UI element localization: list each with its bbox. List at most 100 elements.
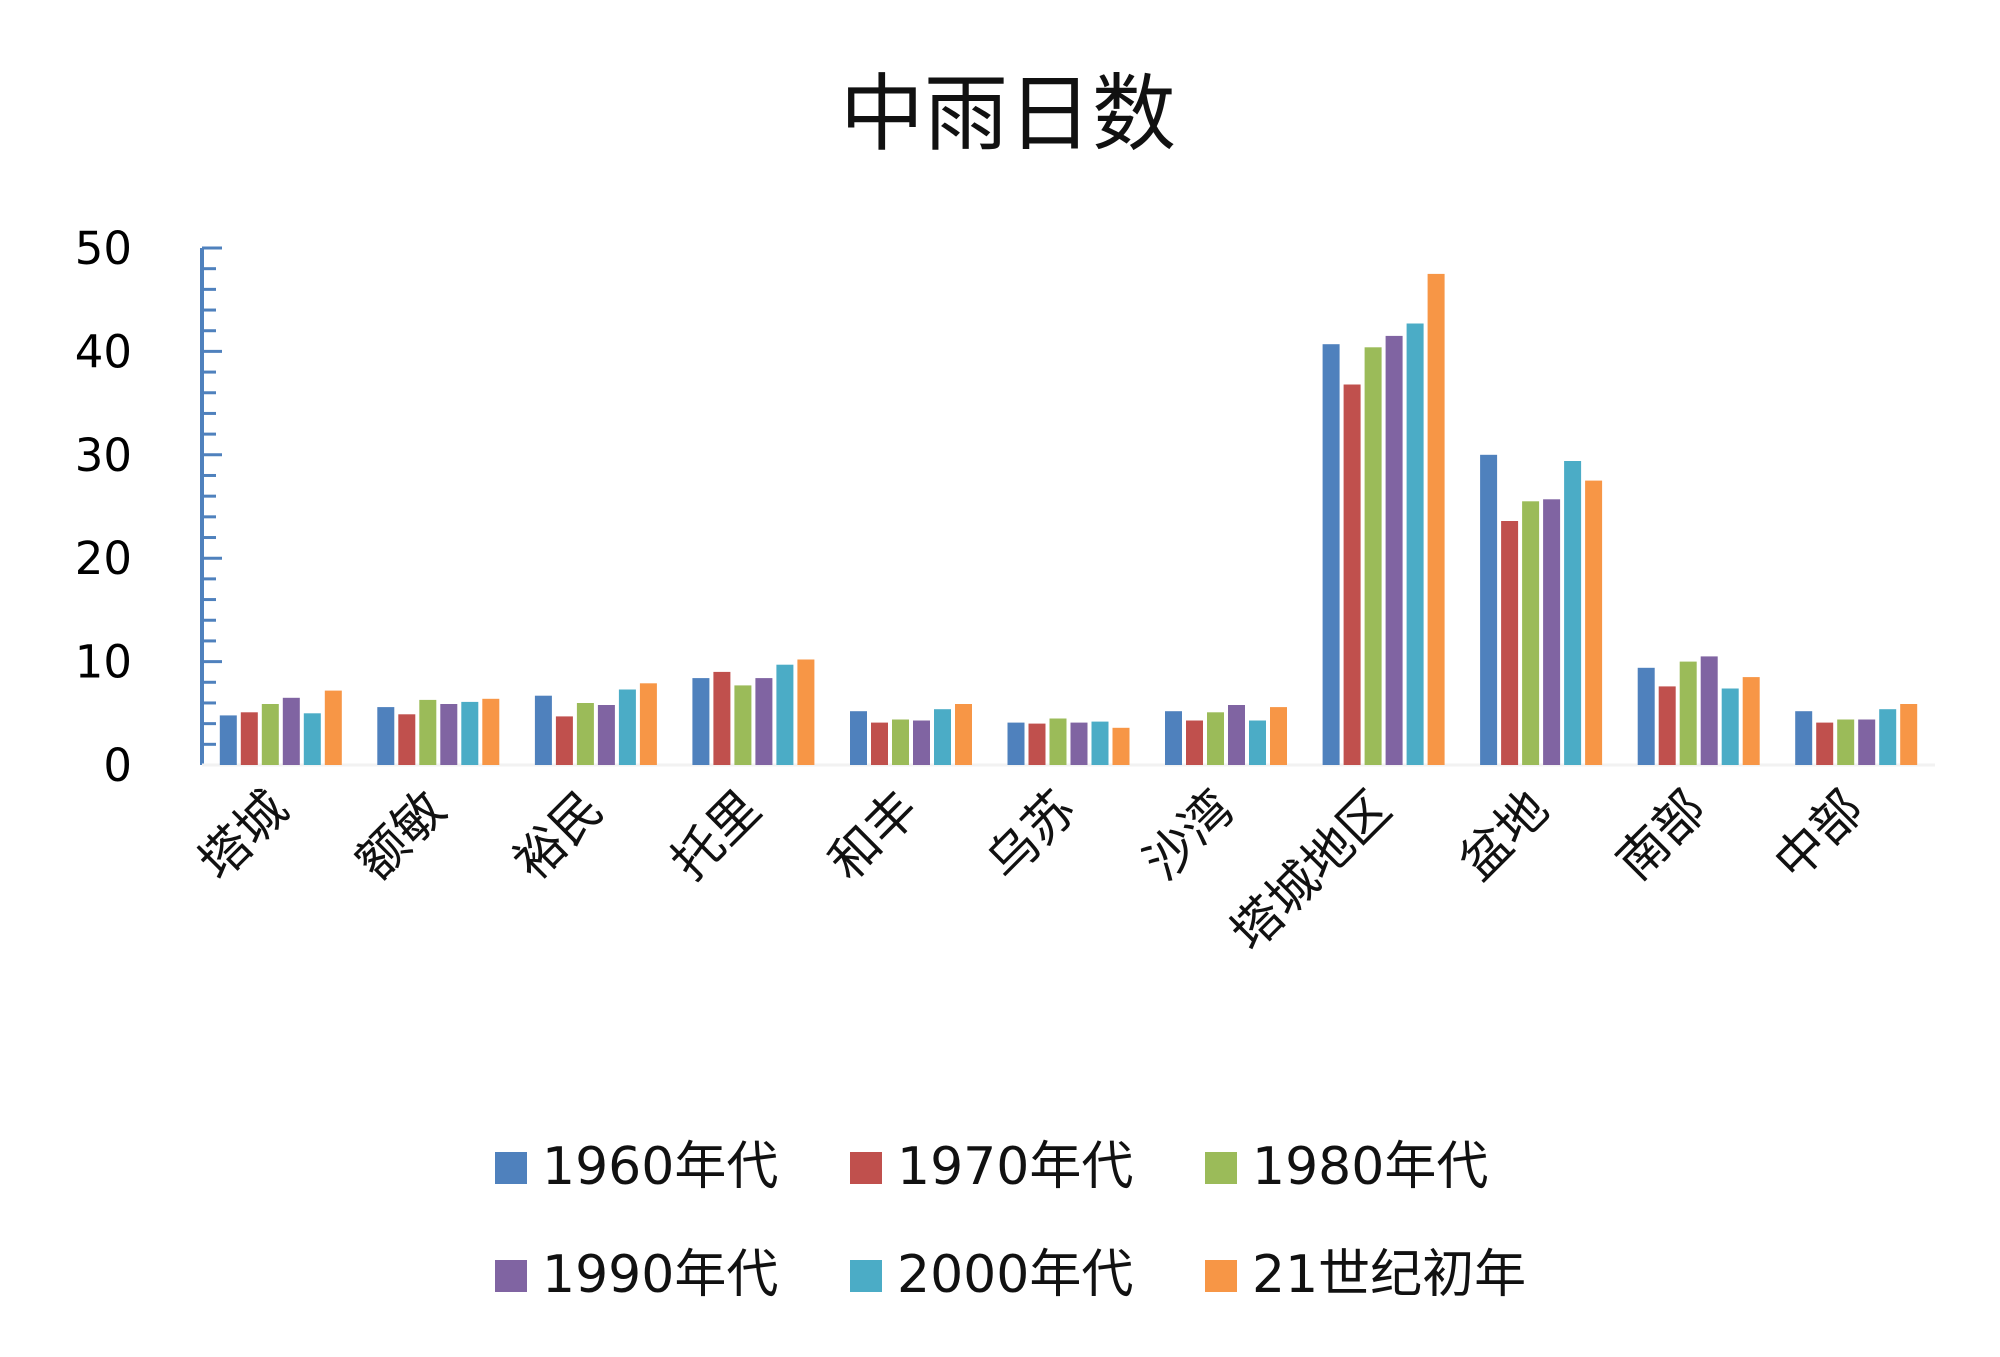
bar — [555, 716, 573, 765]
bar — [398, 714, 416, 765]
legend-item: 1960年代 — [495, 1137, 778, 1197]
bar — [1543, 499, 1561, 765]
bar — [1501, 521, 1519, 765]
legend-item: 2000年代 — [850, 1245, 1133, 1305]
bar — [1679, 661, 1697, 765]
bar — [913, 720, 930, 765]
legend-item: 1980年代 — [1205, 1137, 1488, 1197]
bar — [440, 704, 458, 765]
bar — [1091, 721, 1109, 765]
x-tick-label: 中部 — [1763, 779, 1875, 891]
bar — [1385, 335, 1403, 765]
bar — [419, 699, 437, 765]
legend-label: 1980年代 — [1252, 1137, 1488, 1197]
legend: 1960年代 1970年代 1980年代 1990年代 2000年代 21世纪初年 — [495, 1137, 1526, 1305]
bar — [776, 664, 794, 765]
bar — [1406, 323, 1424, 765]
legend-swatch — [850, 1260, 882, 1292]
x-tick-label: 额敏 — [345, 779, 457, 891]
bar — [755, 678, 773, 765]
bar — [734, 685, 752, 765]
legend-swatch — [1205, 1152, 1237, 1184]
bar — [324, 690, 342, 765]
bar — [1700, 656, 1718, 765]
bar — [1165, 711, 1182, 765]
bar — [1900, 704, 1918, 765]
bar — [1795, 711, 1813, 765]
bar — [576, 703, 594, 765]
x-tick-label: 沙湾 — [1133, 779, 1245, 891]
legend-label: 1990年代 — [542, 1245, 778, 1305]
legend-label: 2000年代 — [897, 1245, 1133, 1305]
y-tick-label: 10 — [75, 636, 132, 689]
bar — [850, 711, 867, 765]
bar — [1658, 686, 1676, 765]
bar — [1564, 461, 1582, 765]
bar — [1270, 707, 1287, 765]
bar — [1112, 727, 1130, 765]
bar — [618, 689, 636, 765]
legend-swatch — [1205, 1260, 1237, 1292]
bar — [261, 704, 279, 765]
bar — [482, 698, 500, 765]
bar — [1721, 688, 1739, 765]
bar — [1228, 705, 1245, 765]
legend-item: 1970年代 — [850, 1137, 1133, 1197]
bar — [1742, 677, 1760, 765]
legend-item: 1990年代 — [495, 1245, 778, 1305]
y-tick-label: 50 — [75, 222, 132, 275]
x-tick-label: 塔城 — [188, 779, 300, 891]
y-tick-label: 0 — [103, 739, 132, 792]
legend-label: 1960年代 — [542, 1137, 778, 1197]
bar — [871, 722, 888, 765]
legend-swatch — [495, 1152, 527, 1184]
bar — [1364, 347, 1382, 765]
bar — [377, 707, 395, 765]
bar — [692, 678, 710, 765]
bar — [534, 695, 552, 765]
x-tick-label: 乌苏 — [975, 779, 1087, 891]
bar — [1427, 273, 1445, 765]
x-tick-label: 塔城地区 — [1220, 779, 1402, 961]
y-axis: 0 10 20 30 40 50 — [75, 222, 222, 792]
bar — [1858, 719, 1876, 765]
x-tick-label: 托里 — [660, 779, 772, 891]
legend-label: 1970年代 — [897, 1137, 1133, 1197]
y-tick-label: 30 — [75, 429, 132, 482]
chart-title: 中雨日数 — [840, 65, 1176, 163]
bar — [1070, 722, 1088, 765]
legend-swatch — [850, 1152, 882, 1184]
bar — [1249, 720, 1266, 765]
bar — [713, 671, 731, 765]
bar — [1322, 344, 1340, 765]
bar — [1480, 454, 1498, 765]
bar — [1837, 719, 1855, 765]
bar — [1585, 480, 1603, 765]
y-tick-label: 40 — [75, 325, 132, 378]
bar — [892, 719, 909, 765]
bar — [1343, 384, 1361, 765]
bar — [219, 715, 237, 765]
bar — [1028, 723, 1046, 765]
bar — [1049, 718, 1067, 765]
bar — [1186, 720, 1203, 765]
bar — [303, 713, 321, 765]
x-tick-label: 盆地 — [1448, 779, 1560, 891]
bar — [955, 704, 972, 765]
x-tick-label: 和丰 — [818, 779, 930, 891]
bar — [1637, 667, 1655, 765]
bar — [597, 705, 615, 765]
bar — [797, 659, 815, 765]
legend-label: 21世纪初年 — [1252, 1245, 1526, 1305]
bar — [639, 683, 657, 765]
bar — [1207, 712, 1224, 765]
bar — [934, 709, 951, 765]
legend-item: 21世纪初年 — [1205, 1245, 1526, 1305]
y-tick-label: 20 — [75, 532, 132, 585]
bar — [1816, 722, 1834, 765]
bar — [240, 712, 258, 765]
bar — [1007, 722, 1025, 765]
